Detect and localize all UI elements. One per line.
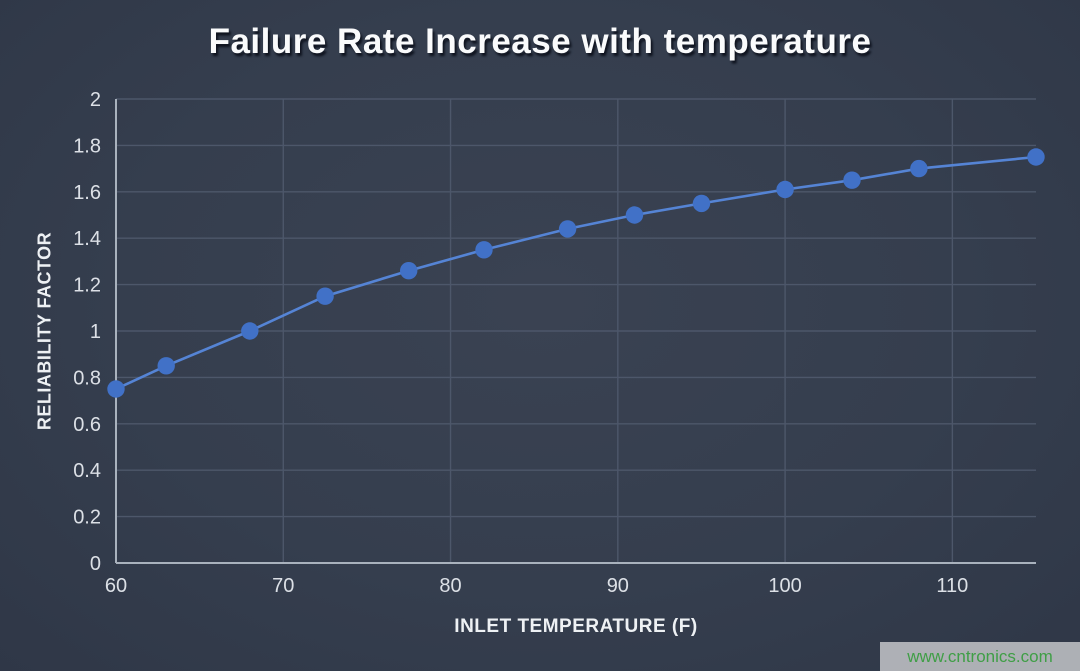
y-tick-label: 2 — [90, 89, 101, 111]
data-point — [776, 180, 794, 199]
data-point — [316, 287, 334, 305]
data-point — [107, 380, 125, 398]
y-tick-label: 0.4 — [73, 460, 101, 482]
y-tick-label: 1.6 — [73, 182, 101, 204]
data-point — [625, 206, 644, 224]
x-axis-title: INLET TEMPERATURE (F) — [454, 616, 698, 637]
data-point — [1027, 148, 1045, 166]
y-tick-label: 1.2 — [73, 275, 101, 297]
x-tick-label: 110 — [936, 575, 968, 597]
data-point — [692, 194, 711, 213]
data-point — [910, 159, 928, 178]
watermark: www.cntronics.com — [880, 642, 1080, 671]
data-point — [241, 322, 259, 340]
x-tick-label: 60 — [105, 575, 127, 597]
chart-title: Failure Rate Increase with temperature — [208, 22, 872, 61]
x-tick-label: 70 — [272, 575, 294, 597]
y-tick-label: 1.4 — [73, 228, 101, 250]
data-point — [843, 171, 861, 189]
y-tick-label: 0.8 — [73, 367, 101, 389]
y-tick-label: 0 — [90, 553, 101, 575]
data-point — [400, 262, 418, 280]
y-tick-label: 1 — [90, 321, 101, 343]
watermark-text: www.cntronics.com — [907, 646, 1053, 666]
data-point — [558, 220, 577, 238]
x-tick-label: 90 — [607, 575, 629, 597]
y-tick-label: 0.6 — [73, 414, 101, 436]
y-tick-label: 1.8 — [73, 135, 101, 157]
data-point — [475, 241, 493, 259]
y-tick-label: 0.2 — [73, 507, 101, 529]
y-axis-title: RELIABILITY FACTOR — [34, 231, 55, 431]
x-tick-label: 80 — [439, 575, 461, 597]
x-tick-label: 100 — [768, 575, 801, 597]
data-point — [157, 357, 175, 375]
